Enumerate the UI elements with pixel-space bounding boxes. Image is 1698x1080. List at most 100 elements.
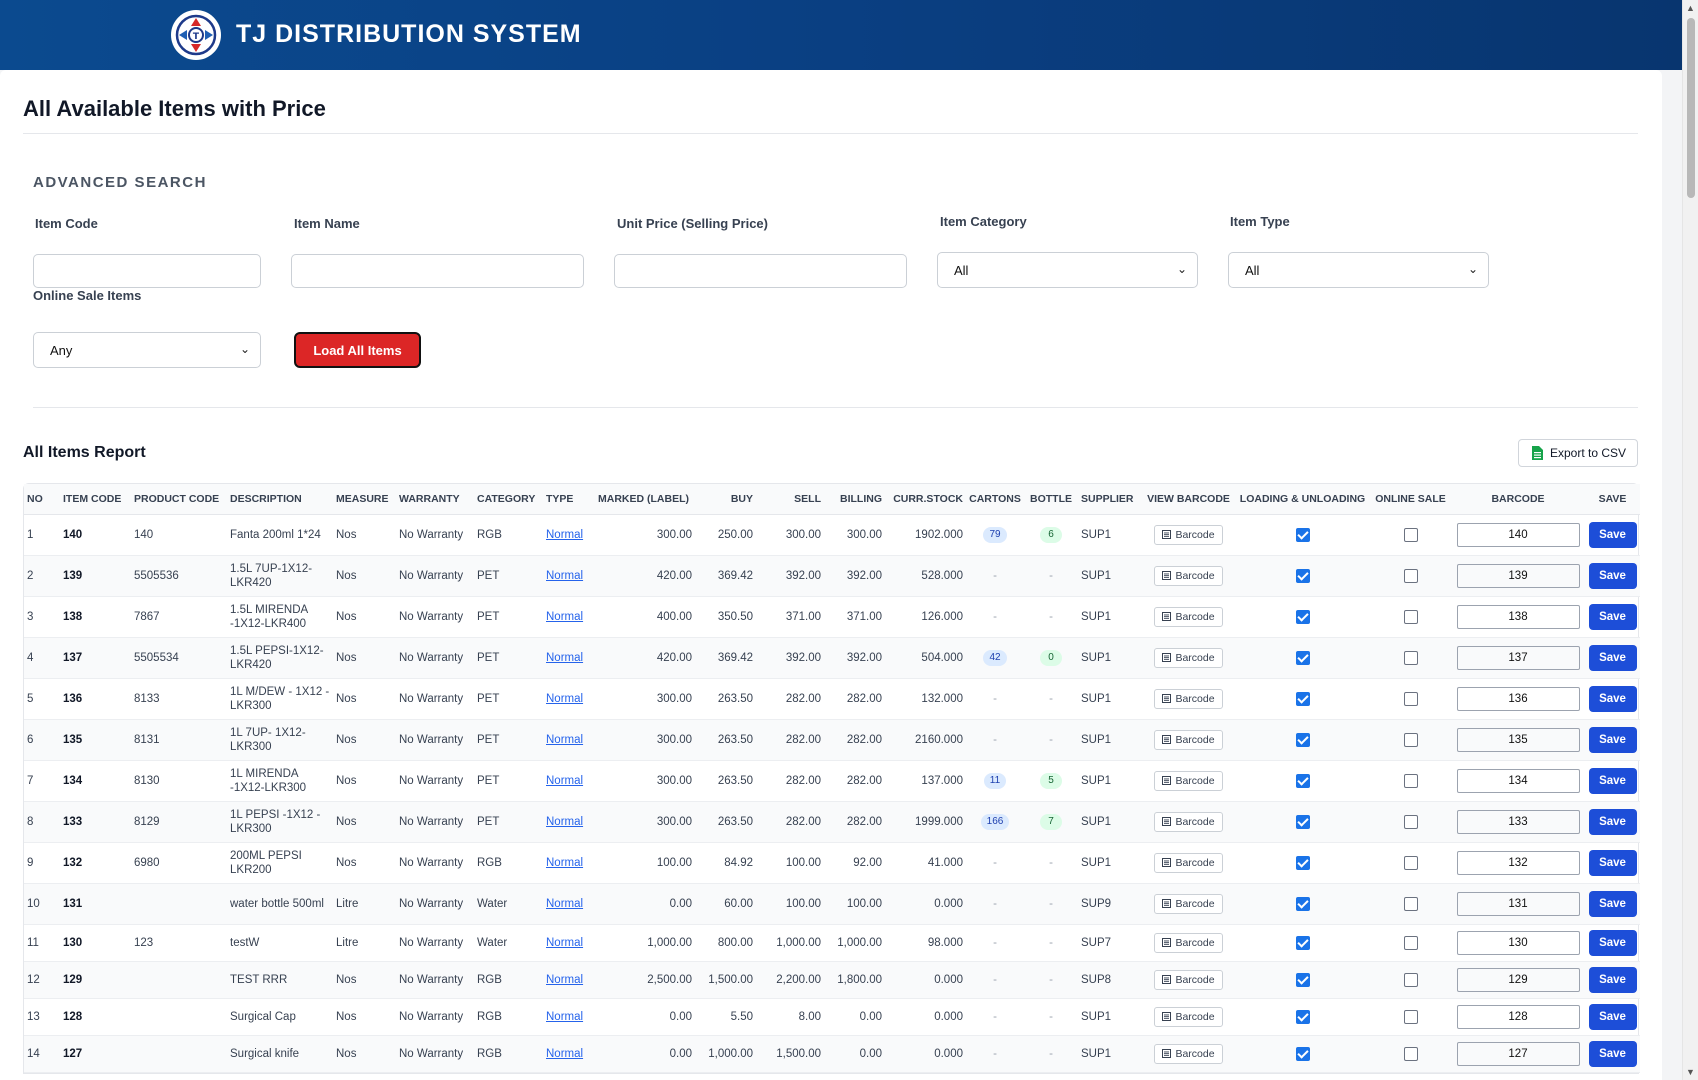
online-sale-checkbox[interactable] bbox=[1403, 814, 1418, 829]
barcode-input[interactable]: 133 bbox=[1456, 809, 1580, 834]
type-link[interactable]: Normal bbox=[546, 569, 584, 582]
save-button[interactable]: Save bbox=[1588, 562, 1637, 589]
barcode-input[interactable]: 130 bbox=[1456, 930, 1580, 955]
view-barcode-button[interactable]: Barcode bbox=[1154, 770, 1223, 791]
loading-unloading-checkbox[interactable] bbox=[1295, 773, 1310, 788]
online-sale-checkbox[interactable] bbox=[1403, 691, 1418, 706]
save-button[interactable]: Save bbox=[1588, 685, 1637, 712]
view-barcode-button[interactable]: Barcode bbox=[1154, 606, 1223, 627]
barcode-input[interactable]: 139 bbox=[1456, 563, 1580, 588]
loading-unloading-checkbox[interactable] bbox=[1295, 1046, 1310, 1061]
barcode-input[interactable]: 129 bbox=[1456, 967, 1580, 992]
save-button[interactable]: Save bbox=[1588, 929, 1637, 956]
save-button[interactable]: Save bbox=[1588, 890, 1637, 917]
page-scrollbar[interactable]: ▲ ▼ bbox=[1682, 0, 1698, 1080]
type-link[interactable]: Normal bbox=[546, 528, 584, 541]
loading-unloading-checkbox[interactable] bbox=[1295, 650, 1310, 665]
online-sale-checkbox[interactable] bbox=[1403, 855, 1418, 870]
export-csv-button[interactable]: Export to CSV bbox=[1518, 439, 1638, 467]
loading-unloading-checkbox[interactable] bbox=[1295, 691, 1310, 706]
loading-unloading-checkbox[interactable] bbox=[1295, 1009, 1310, 1024]
save-button[interactable]: Save bbox=[1588, 726, 1637, 753]
item-type-select[interactable]: All ⌄ bbox=[1228, 252, 1489, 288]
type-link[interactable]: Normal bbox=[546, 973, 584, 986]
loading-unloading-checkbox[interactable] bbox=[1295, 568, 1310, 583]
save-button[interactable]: Save bbox=[1588, 808, 1637, 835]
item-category-select[interactable]: All ⌄ bbox=[937, 252, 1198, 288]
brand-logo[interactable]: T bbox=[171, 10, 221, 60]
view-barcode-button[interactable]: Barcode bbox=[1154, 688, 1223, 709]
online-sale-checkbox[interactable] bbox=[1403, 568, 1418, 583]
type-link[interactable]: Normal bbox=[546, 692, 584, 705]
save-button[interactable]: Save bbox=[1588, 1003, 1637, 1030]
barcode-input[interactable]: 137 bbox=[1456, 645, 1580, 670]
loading-unloading-checkbox[interactable] bbox=[1295, 896, 1310, 911]
empty-value: - bbox=[1049, 569, 1053, 582]
view-barcode-button[interactable]: Barcode bbox=[1154, 729, 1223, 750]
type-link[interactable]: Normal bbox=[546, 610, 584, 623]
save-button[interactable]: Save bbox=[1588, 849, 1637, 876]
online-sale-checkbox[interactable] bbox=[1403, 935, 1418, 950]
barcode-input[interactable]: 138 bbox=[1456, 604, 1580, 629]
online-sale-select[interactable]: Any ⌄ bbox=[33, 332, 261, 368]
online-sale-checkbox[interactable] bbox=[1403, 972, 1418, 987]
barcode-input[interactable]: 128 bbox=[1456, 1004, 1580, 1029]
view-barcode-button[interactable]: Barcode bbox=[1154, 811, 1223, 832]
view-barcode-button[interactable]: Barcode bbox=[1154, 524, 1223, 545]
view-barcode-button[interactable]: Barcode bbox=[1154, 565, 1223, 586]
view-barcode-button[interactable]: Barcode bbox=[1154, 852, 1223, 873]
type-link[interactable]: Normal bbox=[546, 936, 584, 949]
view-barcode-button[interactable]: Barcode bbox=[1154, 969, 1223, 990]
online-sale-checkbox[interactable] bbox=[1403, 609, 1418, 624]
barcode-input[interactable]: 140 bbox=[1456, 522, 1580, 547]
item-code-input[interactable] bbox=[33, 254, 261, 288]
save-button[interactable]: Save bbox=[1588, 966, 1637, 993]
save-button[interactable]: Save bbox=[1588, 644, 1637, 671]
loading-unloading-checkbox[interactable] bbox=[1295, 855, 1310, 870]
loading-unloading-checkbox[interactable] bbox=[1295, 935, 1310, 950]
scroll-up-icon[interactable]: ▲ bbox=[1686, 3, 1695, 13]
barcode-input[interactable]: 131 bbox=[1456, 891, 1580, 916]
loading-unloading-checkbox[interactable] bbox=[1295, 732, 1310, 747]
view-barcode-button[interactable]: Barcode bbox=[1154, 893, 1223, 914]
online-sale-checkbox[interactable] bbox=[1403, 732, 1418, 747]
save-button[interactable]: Save bbox=[1588, 1040, 1637, 1067]
view-barcode-button[interactable]: Barcode bbox=[1154, 932, 1223, 953]
type-link[interactable]: Normal bbox=[546, 1047, 584, 1060]
scrollbar-thumb[interactable] bbox=[1687, 18, 1695, 198]
type-link[interactable]: Normal bbox=[546, 1010, 584, 1023]
loading-unloading-checkbox[interactable] bbox=[1295, 814, 1310, 829]
online-sale-checkbox[interactable] bbox=[1403, 1046, 1418, 1061]
save-button[interactable]: Save bbox=[1588, 603, 1637, 630]
barcode-input[interactable]: 127 bbox=[1456, 1041, 1580, 1066]
barcode-input[interactable]: 132 bbox=[1456, 850, 1580, 875]
barcode-input[interactable]: 134 bbox=[1456, 768, 1580, 793]
online-sale-checkbox[interactable] bbox=[1403, 650, 1418, 665]
type-link[interactable]: Normal bbox=[546, 897, 584, 910]
load-all-items-button[interactable]: Load All Items bbox=[294, 332, 421, 368]
view-barcode-button[interactable]: Barcode bbox=[1154, 1043, 1223, 1064]
category: PET bbox=[474, 801, 543, 843]
type-link[interactable]: Normal bbox=[546, 774, 584, 787]
save-button[interactable]: Save bbox=[1588, 767, 1637, 794]
unit-price-input[interactable] bbox=[614, 254, 907, 288]
type-link[interactable]: Normal bbox=[546, 733, 584, 746]
barcode-input[interactable]: 135 bbox=[1456, 727, 1580, 752]
loading-unloading-checkbox[interactable] bbox=[1295, 609, 1310, 624]
save-button[interactable]: Save bbox=[1588, 521, 1637, 548]
scroll-down-icon[interactable]: ▼ bbox=[1686, 1067, 1695, 1077]
type-link[interactable]: Normal bbox=[546, 856, 584, 869]
view-barcode-button[interactable]: Barcode bbox=[1154, 647, 1223, 668]
loading-unloading-checkbox[interactable] bbox=[1295, 972, 1310, 987]
online-sale-checkbox[interactable] bbox=[1403, 527, 1418, 542]
online-sale-checkbox[interactable] bbox=[1403, 1009, 1418, 1024]
loading-unloading-checkbox[interactable] bbox=[1295, 527, 1310, 542]
view-barcode-button[interactable]: Barcode bbox=[1154, 1006, 1223, 1027]
item-name-input[interactable] bbox=[291, 254, 584, 288]
online-sale-checkbox[interactable] bbox=[1403, 773, 1418, 788]
online-sale-checkbox[interactable] bbox=[1403, 896, 1418, 911]
loading-cell bbox=[1235, 998, 1370, 1036]
type-link[interactable]: Normal bbox=[546, 651, 584, 664]
type-link[interactable]: Normal bbox=[546, 815, 584, 828]
barcode-input[interactable]: 136 bbox=[1456, 686, 1580, 711]
